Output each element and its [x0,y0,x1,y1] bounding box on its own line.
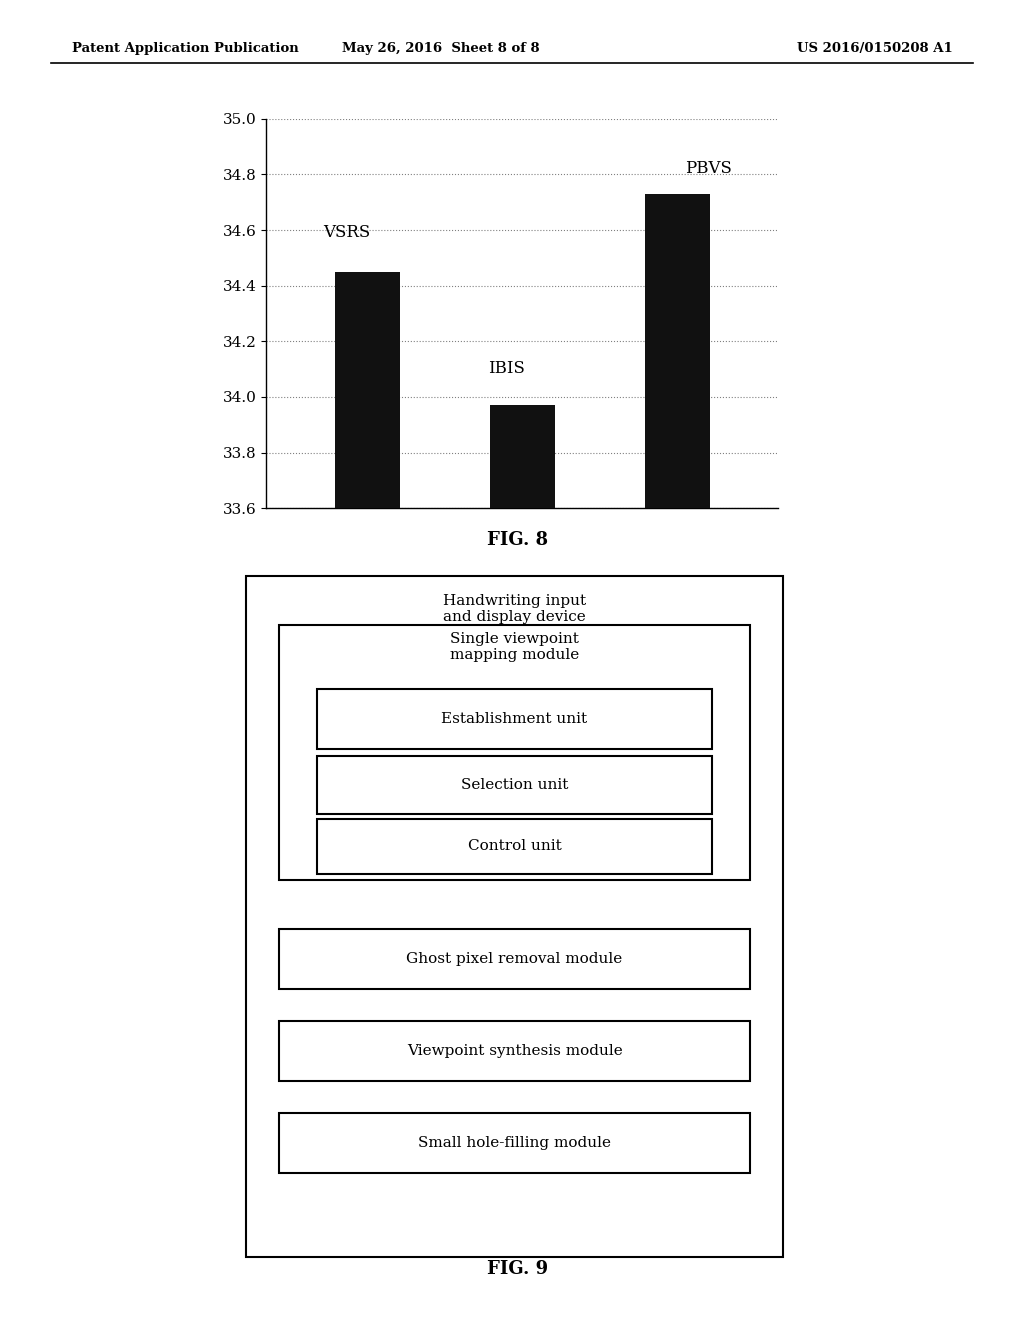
Text: Viewpoint synthesis module: Viewpoint synthesis module [407,1044,623,1057]
FancyBboxPatch shape [279,626,751,879]
FancyBboxPatch shape [279,1020,751,1081]
FancyBboxPatch shape [317,818,712,874]
Bar [645,194,710,1320]
Text: Handwriting input
and display device: Handwriting input and display device [443,594,586,624]
Text: Small hole-filling module: Small hole-filling module [418,1135,611,1150]
Text: Control unit: Control unit [468,840,561,854]
Text: Ghost pixel removal module: Ghost pixel removal module [407,952,623,966]
Text: Single viewpoint
mapping module: Single viewpoint mapping module [450,631,580,661]
FancyBboxPatch shape [317,756,712,814]
FancyBboxPatch shape [317,689,712,748]
Text: FIG. 8: FIG. 8 [486,531,548,549]
Text: Selection unit: Selection unit [461,777,568,792]
Text: US 2016/0150208 A1: US 2016/0150208 A1 [797,42,952,55]
Text: VSRS: VSRS [324,224,371,242]
Text: Patent Application Publication: Patent Application Publication [72,42,298,55]
FancyBboxPatch shape [279,929,751,989]
Text: FIG. 9: FIG. 9 [486,1259,548,1278]
FancyBboxPatch shape [279,1113,751,1172]
Text: Establishment unit: Establishment unit [441,711,588,726]
Text: May 26, 2016  Sheet 8 of 8: May 26, 2016 Sheet 8 of 8 [342,42,539,55]
Text: IBIS: IBIS [488,360,525,378]
Text: PBVS: PBVS [685,160,732,177]
Bar [335,272,399,1320]
Bar [489,405,555,1320]
FancyBboxPatch shape [246,576,783,1258]
